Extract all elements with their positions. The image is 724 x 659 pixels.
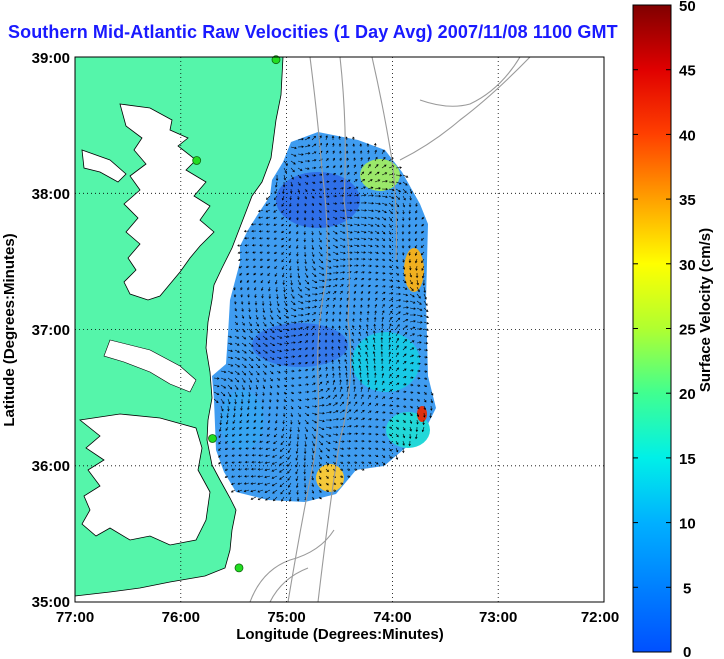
colorbar-tick-label: 45 (679, 63, 696, 80)
colorbar-tick-label: 5 (683, 580, 691, 597)
grid-lines (75, 57, 604, 602)
y-tick-label: 36:00 (32, 458, 70, 475)
fast-patch-east (404, 248, 424, 292)
fast-patch-south (316, 464, 344, 492)
y-tick-label: 39:00 (32, 50, 70, 67)
x-tick-label: 77:00 (56, 609, 94, 626)
sound-water (79, 413, 211, 546)
x-tick-label: 76:00 (162, 609, 200, 626)
station-marker (192, 156, 202, 165)
y-tick-label: 38:00 (32, 186, 70, 203)
x-tick-label: 72:00 (581, 609, 619, 626)
velocity-vectors (213, 135, 434, 502)
bay-upper-water (81, 149, 127, 183)
bathymetry-contours (249, 57, 531, 602)
colorbar-tick-label: 25 (679, 322, 696, 339)
station-marker (271, 55, 281, 65)
x-tick-label: 73:00 (479, 609, 517, 626)
station-marker (208, 434, 217, 443)
y-axis-label: Latitude (Degrees:Minutes) (1, 233, 18, 426)
fast-patch-northeast (360, 159, 400, 191)
slow-patch-north (276, 172, 360, 228)
x-tick-label: 75:00 (267, 609, 305, 626)
vector-arrow-set (213, 135, 434, 502)
colorbar-tick-label: 40 (679, 127, 696, 144)
radar-stations (192, 55, 281, 573)
colorbar-tick-label: 20 (679, 386, 696, 403)
peak-patch (417, 406, 427, 422)
bay-water (119, 103, 215, 301)
chart-title: Southern Mid-Atlantic Raw Velocities (1 … (8, 22, 618, 42)
y-tick-label: 35:00 (32, 594, 70, 611)
slow-patch-center (252, 323, 348, 367)
colorbar-tick-label: 50 (679, 0, 696, 15)
colorbar (632, 4, 672, 653)
colorbar-ticks (633, 4, 671, 588)
medium-patch-east (352, 332, 420, 392)
colorbar-tick-label: 15 (679, 451, 696, 468)
colorbar-label: Surface Velocity (cm/s) (697, 228, 714, 392)
medium-patch-southeast (386, 412, 430, 448)
axes-frame (74, 56, 605, 603)
x-tick-label: 74:00 (373, 609, 411, 626)
colorbar-tick-label: 10 (679, 516, 696, 533)
river-water (103, 339, 197, 393)
y-tick-label: 37:00 (32, 322, 70, 339)
colorbar-tick-label: 0 (683, 644, 691, 659)
station-marker (234, 563, 244, 573)
x-axis-label: Longitude (Degrees:Minutes) (236, 626, 444, 643)
colorbar-tick-label: 30 (679, 257, 696, 274)
colorbar-tick-label: 35 (679, 192, 696, 209)
